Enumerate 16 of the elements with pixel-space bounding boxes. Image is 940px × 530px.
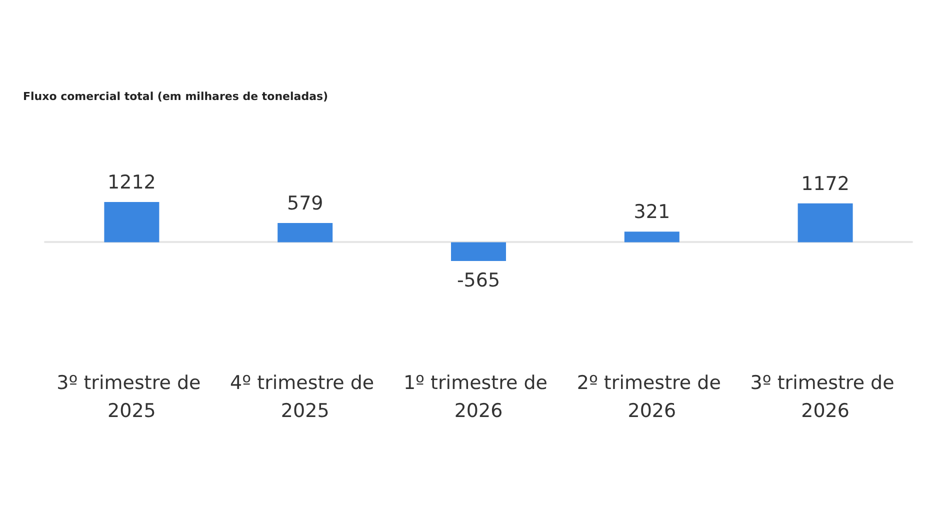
data-label: 1172 bbox=[801, 172, 850, 195]
x-tick-label: 3º trimestre de 2026 bbox=[750, 372, 900, 422]
data-label: 579 bbox=[286, 192, 324, 215]
x-tick-label: 2º trimestre de 2026 bbox=[576, 372, 727, 422]
bar bbox=[624, 232, 680, 242]
bar bbox=[278, 223, 333, 242]
bar bbox=[104, 202, 160, 242]
data-label: 321 bbox=[634, 201, 670, 224]
x-tick-label: 3º trimestre de 2025 bbox=[56, 372, 207, 422]
data-label: 1212 bbox=[108, 172, 156, 194]
chart-title: Fluxo comercial total (em milhares de toneladas) bbox=[23, 90, 328, 103]
bar bbox=[798, 203, 853, 242]
x-tick-label: 1º trimestre de 2026 bbox=[403, 372, 554, 422]
data-label: -565 bbox=[456, 270, 500, 292]
bar bbox=[451, 242, 506, 261]
x-tick-label: 4º trimestre de 2025 bbox=[230, 372, 380, 422]
